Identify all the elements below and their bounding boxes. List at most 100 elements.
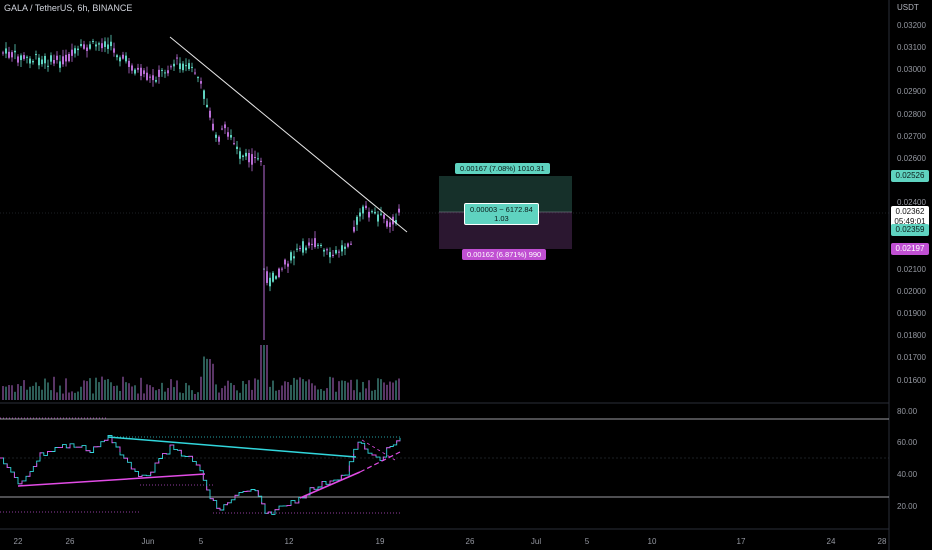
candle-body bbox=[194, 72, 196, 74]
candle-body bbox=[164, 72, 166, 74]
volume-bar bbox=[101, 376, 103, 400]
volume-bar bbox=[47, 382, 49, 400]
candle-body bbox=[257, 158, 259, 160]
volume-bar bbox=[347, 382, 349, 400]
volume-bar bbox=[386, 384, 388, 400]
candle-body bbox=[239, 151, 241, 159]
volume-bar bbox=[242, 380, 244, 400]
candle-body bbox=[398, 208, 400, 213]
price-tick: 0.02800 bbox=[897, 110, 926, 119]
volume-bar bbox=[41, 389, 43, 400]
volume-bar bbox=[14, 391, 16, 400]
candle-body bbox=[269, 277, 271, 287]
candle-body bbox=[311, 243, 313, 245]
time-tick: 5 bbox=[584, 537, 590, 546]
volume-bar bbox=[254, 378, 256, 400]
candle-body bbox=[89, 44, 91, 49]
volume-bar bbox=[377, 378, 379, 400]
candle-body bbox=[203, 90, 205, 99]
candle-body bbox=[281, 268, 283, 270]
candle-body bbox=[236, 146, 238, 150]
volume-bar bbox=[344, 380, 346, 400]
candle-body bbox=[128, 60, 130, 67]
position-center-label[interactable]: 0.00003 ~ 6172.84 1.03 bbox=[464, 203, 539, 225]
volume-bar bbox=[77, 391, 79, 400]
volume-bar bbox=[8, 385, 10, 400]
osc-short-dashed bbox=[361, 439, 396, 461]
volume-bar bbox=[329, 376, 331, 400]
candle-body bbox=[266, 271, 268, 283]
candle-body bbox=[206, 104, 208, 108]
candle-body bbox=[83, 44, 85, 49]
volume-bar bbox=[266, 345, 268, 400]
candle-body bbox=[134, 69, 136, 74]
volume-bar bbox=[128, 383, 130, 400]
candle-body bbox=[17, 56, 19, 63]
candle-body bbox=[182, 63, 184, 71]
candle-body bbox=[113, 48, 115, 53]
candle-body bbox=[158, 69, 160, 77]
volume-bar bbox=[140, 377, 142, 400]
price-tick: 0.02700 bbox=[897, 132, 926, 141]
candle-body bbox=[293, 256, 295, 259]
candle-body bbox=[332, 254, 334, 257]
volume-bar bbox=[17, 384, 19, 400]
volume-bar bbox=[62, 393, 64, 400]
volume-bar bbox=[86, 381, 88, 400]
volume-bar bbox=[113, 386, 115, 400]
candle-body bbox=[29, 58, 31, 64]
price-tick: 0.01700 bbox=[897, 353, 926, 362]
candle-body bbox=[191, 66, 193, 68]
volume-bar bbox=[44, 378, 46, 400]
volume-bar bbox=[191, 390, 193, 400]
candle-body bbox=[278, 268, 280, 278]
candle-body bbox=[302, 241, 304, 253]
candle-body bbox=[71, 49, 73, 56]
position-center-line1: 0.00003 ~ 6172.84 bbox=[470, 205, 533, 214]
price-tick: 0.02100 bbox=[897, 265, 926, 274]
volume-bar bbox=[32, 385, 34, 400]
candle-body bbox=[149, 76, 151, 78]
candle-body bbox=[284, 259, 286, 265]
volume-bar bbox=[392, 382, 394, 400]
volume-bar bbox=[119, 390, 121, 400]
volume-bar bbox=[305, 381, 307, 400]
price-tick: 0.02600 bbox=[897, 154, 926, 163]
candle-body bbox=[317, 244, 319, 246]
volume-bar bbox=[143, 393, 145, 400]
price-tick: 0.02400 bbox=[897, 198, 926, 207]
volume-bar bbox=[281, 385, 283, 400]
candle-body bbox=[59, 61, 61, 68]
candle-body bbox=[119, 57, 121, 62]
price-tick: 0.03000 bbox=[897, 65, 926, 74]
candle-body bbox=[314, 238, 316, 248]
volume-bar bbox=[152, 387, 154, 400]
volume-bar bbox=[263, 345, 265, 400]
volume-bar bbox=[353, 390, 355, 400]
volume-bar bbox=[29, 386, 31, 400]
stop-loss-label[interactable]: 0.00162 (6.871%) 990 bbox=[462, 249, 547, 260]
volume-bar bbox=[194, 393, 196, 400]
volume-bar bbox=[251, 389, 253, 400]
candle-body bbox=[41, 59, 43, 65]
volume-bar bbox=[248, 380, 250, 400]
volume-bar bbox=[170, 379, 172, 400]
volume-bar bbox=[131, 386, 133, 400]
volume-bar bbox=[212, 363, 214, 400]
candle-body bbox=[368, 211, 370, 218]
volume-bar bbox=[230, 382, 232, 400]
volume-bar bbox=[110, 382, 112, 400]
symbol-title[interactable]: GALA / TetherUS, 6h, BINANCE bbox=[4, 3, 133, 13]
entry-price-badge: 0.02359 bbox=[891, 224, 929, 236]
candle-body bbox=[74, 48, 76, 54]
candle-body bbox=[200, 81, 202, 84]
candle-body bbox=[242, 155, 244, 157]
profit-target-label[interactable]: 0.00167 (7.08%) 1010.31 bbox=[455, 163, 550, 174]
volume-bar bbox=[362, 381, 364, 400]
volume-bar bbox=[173, 387, 175, 400]
volume-bar bbox=[308, 379, 310, 400]
volume-bar bbox=[35, 382, 37, 400]
volume-bar bbox=[65, 378, 67, 400]
